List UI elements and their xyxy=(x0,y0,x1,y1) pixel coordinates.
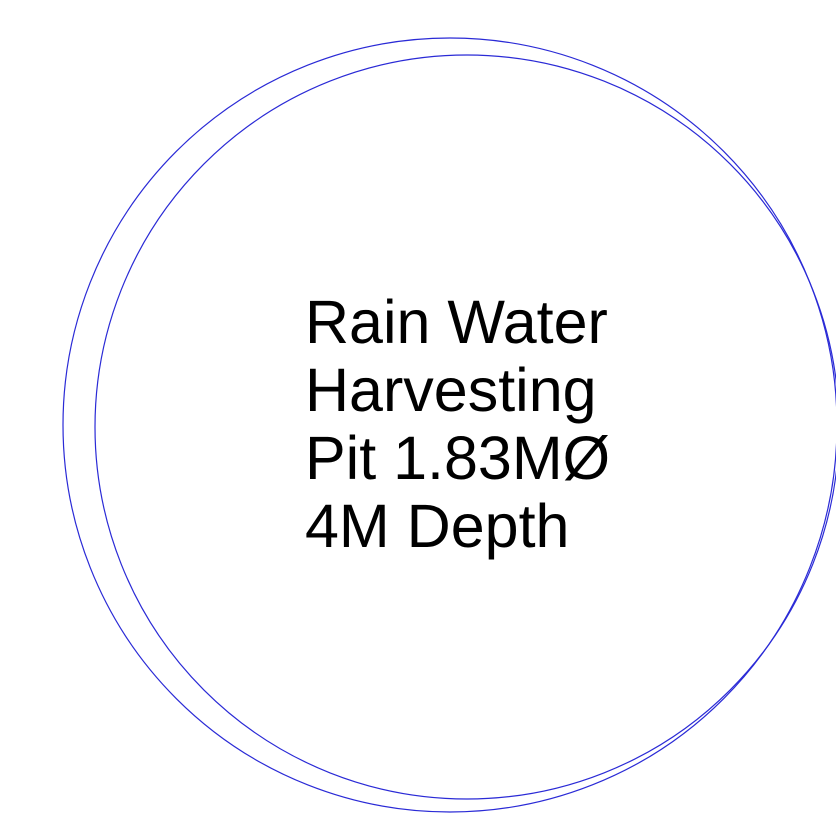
pit-label-line-3: Pit 1.83MØ xyxy=(305,424,610,492)
pit-label-line-4: 4M Depth xyxy=(305,492,610,560)
pit-label: Rain Water Harvesting Pit 1.83MØ 4M Dept… xyxy=(305,288,610,560)
pit-label-line-1: Rain Water xyxy=(305,288,610,356)
pit-label-line-2: Harvesting xyxy=(305,356,610,424)
